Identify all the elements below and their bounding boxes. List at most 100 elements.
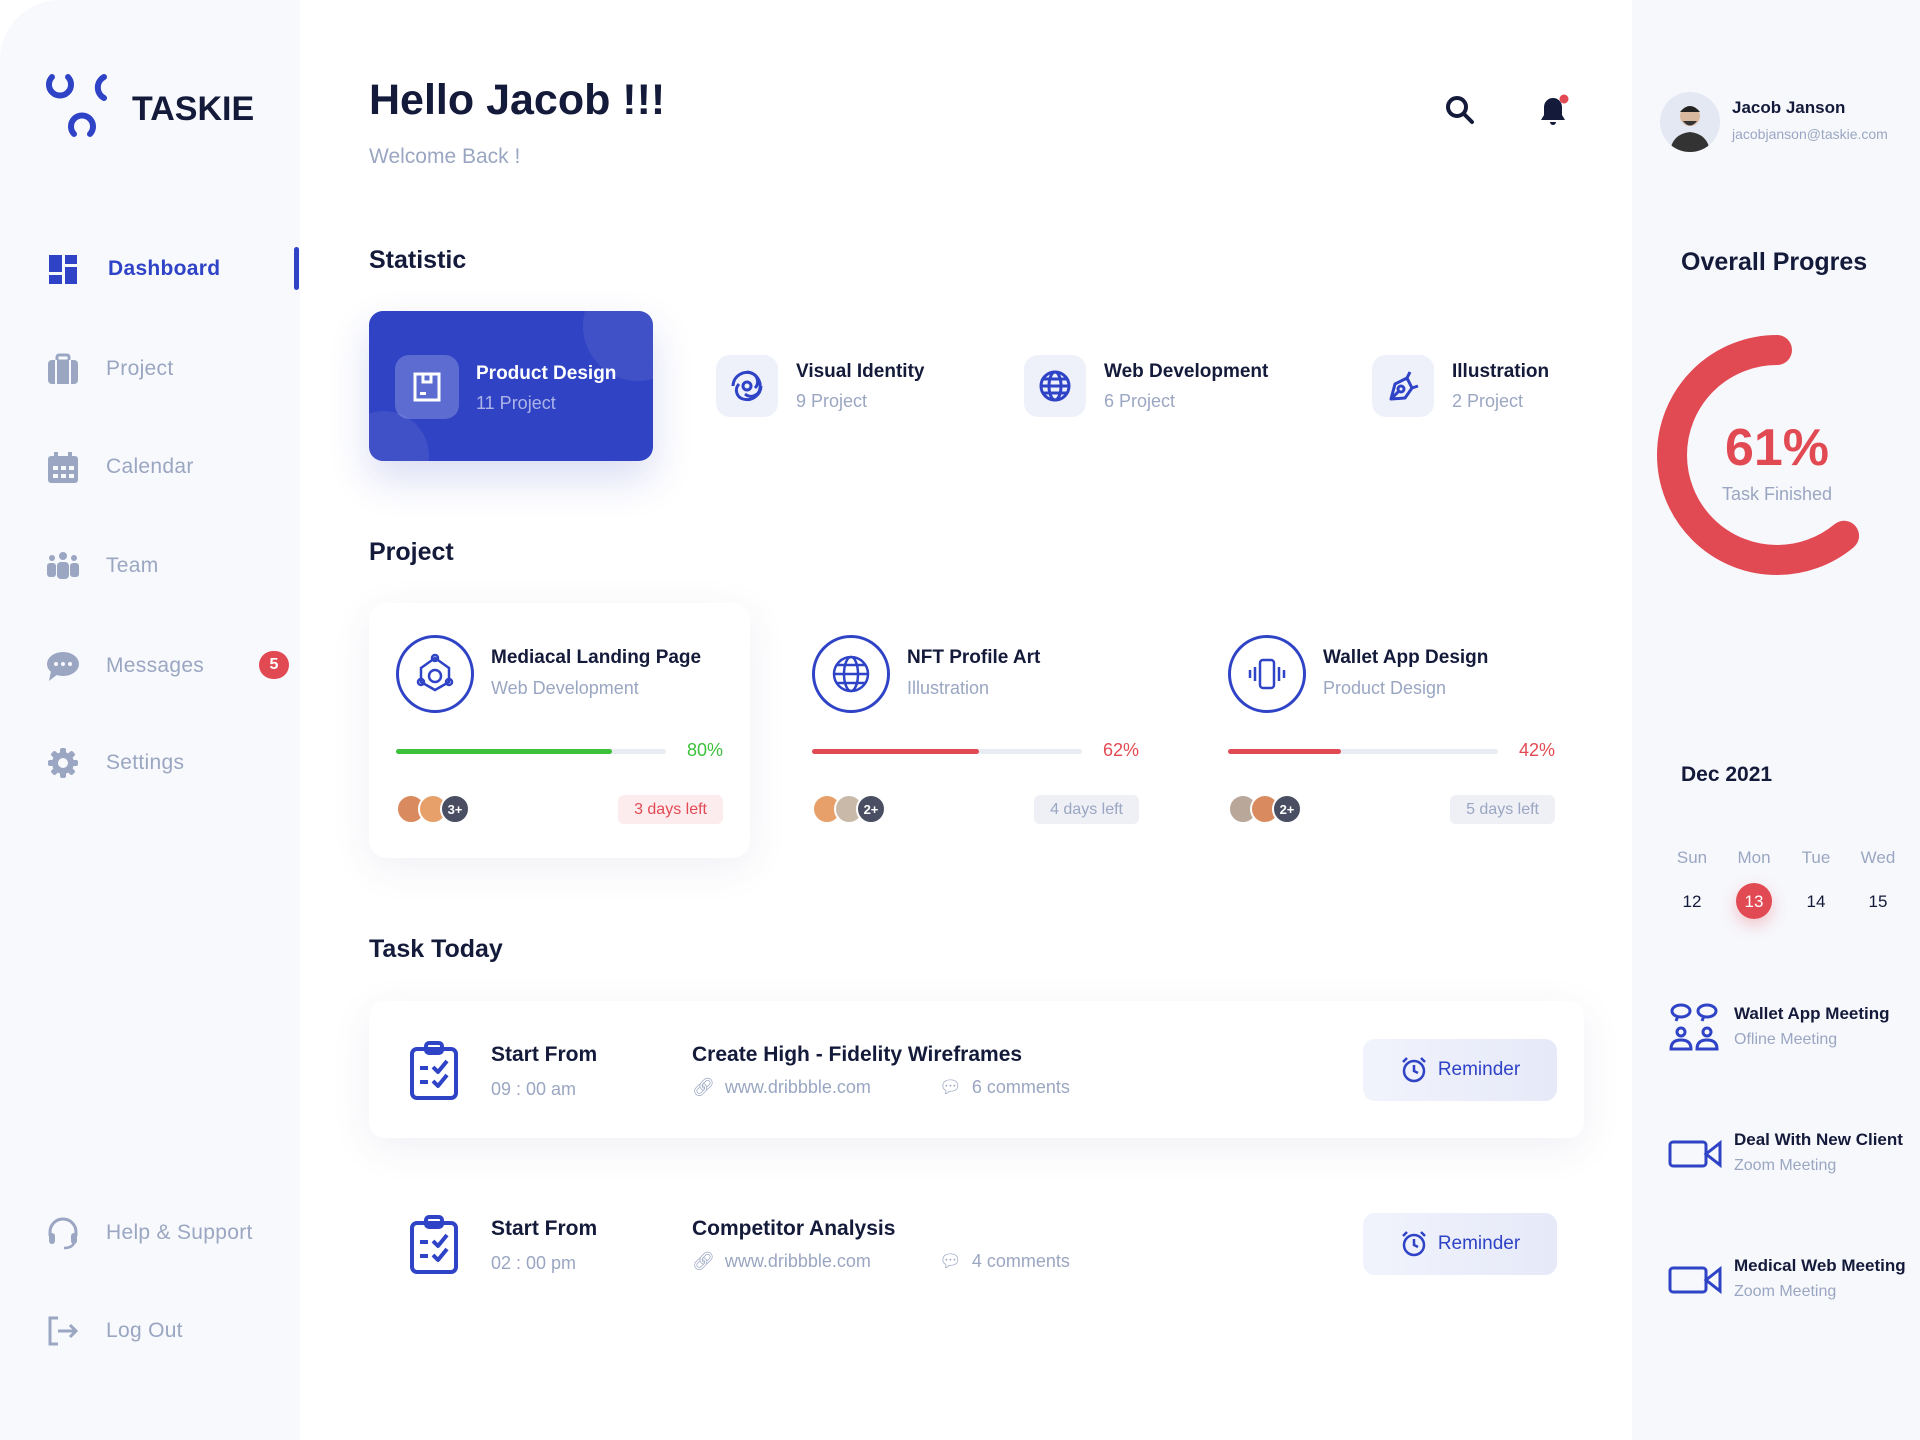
headset-icon: [48, 1217, 78, 1250]
calendar-date[interactable]: 15: [1848, 892, 1908, 912]
task-comments[interactable]: 💬︎ 4 comments: [939, 1251, 1070, 1272]
stat-item-visual-identity[interactable]: Visual Identity 9 Project: [716, 311, 924, 461]
project-title: Mediacal Landing Page: [491, 647, 702, 668]
avatar[interactable]: [1660, 92, 1720, 152]
task-link-text: www.dribbble.com: [724, 1251, 871, 1271]
more-members: 2+: [856, 794, 886, 824]
progress-percent: 42%: [1518, 740, 1555, 760]
sidebar-item-label: Messages: [106, 654, 205, 677]
project-icon: [812, 635, 890, 713]
task-comments[interactable]: 💬︎ 6 comments: [939, 1077, 1070, 1098]
statistic-heading: Statistic: [369, 246, 467, 274]
calendar-icon: [48, 452, 78, 483]
sidebar-item-calendar[interactable]: Calendar: [46, 447, 193, 487]
link-icon: 🔗︎: [692, 1077, 715, 1097]
project-card[interactable]: Wallet App Design Product Design 42% 2+ …: [1201, 603, 1582, 858]
stat-item-web-development[interactable]: Web Development 6 Project: [1024, 311, 1268, 461]
spiral-icon: [716, 355, 778, 417]
task-row[interactable]: Start From 02 : 00 pm Competitor Analysi…: [369, 1175, 1584, 1312]
stat-title: Visual Identity: [796, 360, 925, 382]
progress-ring: [1657, 335, 1897, 575]
right-panel: [1632, 0, 1920, 1440]
weekday-label: Sun: [1676, 848, 1708, 867]
calendar-date[interactable]: 13: [1724, 883, 1784, 919]
stat-item-illustration[interactable]: Illustration 2 Project: [1372, 311, 1549, 461]
sidebar-item-help[interactable]: Help & Support: [46, 1213, 252, 1253]
event-item[interactable]: Wallet App Meeting Ofline Meeting: [1668, 1003, 1912, 1103]
sidebar-item-logout[interactable]: Log Out: [46, 1311, 183, 1351]
calendar-date[interactable]: 12: [1662, 892, 1722, 912]
reminder-button[interactable]: Reminder: [1363, 1213, 1557, 1275]
progress-percent: 80%: [686, 740, 723, 760]
calendar-date[interactable]: 14: [1786, 892, 1846, 912]
more-members: 3+: [440, 794, 470, 824]
weekday-label: Tue: [1801, 848, 1831, 867]
member-avatars[interactable]: 2+: [812, 794, 886, 824]
logout-icon: [48, 1316, 79, 1346]
briefcase-icon: [48, 353, 78, 384]
progress-percent: 61%: [1724, 419, 1830, 477]
task-link[interactable]: 🔗︎ www.dribbble.com: [692, 1077, 871, 1098]
meeting-icon: [1669, 1003, 1719, 1051]
pen-tool-icon: [1372, 355, 1434, 417]
stat-count: 6 Project: [1104, 390, 1176, 411]
project-title: Wallet App Design: [1323, 647, 1489, 668]
selected-date-marker: [1736, 883, 1772, 919]
video-camera-icon: [1668, 1139, 1722, 1169]
globe-icon: [832, 655, 870, 693]
project-card[interactable]: Mediacal Landing Page Web Development 80…: [369, 603, 750, 858]
date-number: 13: [1744, 892, 1764, 911]
task-title: Competitor Analysis: [692, 1217, 896, 1240]
sidebar-item-label: Dashboard: [108, 257, 221, 280]
project-title: NFT Profile Art: [907, 647, 1041, 668]
progress-fill: [396, 749, 612, 754]
molecule-icon: [416, 653, 454, 692]
stat-card-product-design[interactable]: Product Design 11 Project: [369, 311, 653, 461]
task-comments-text: 6 comments: [971, 1077, 1070, 1097]
grid-icon: [49, 255, 77, 284]
project-icon: [1228, 635, 1306, 713]
progress-percent: 62%: [1102, 740, 1139, 760]
page-title: Hello Jacob !!!: [369, 76, 666, 124]
sidebar-item-messages[interactable]: Messages: [46, 646, 204, 686]
event-item[interactable]: Medical Web Meeting Zoom Meeting: [1668, 1255, 1912, 1355]
logo[interactable]: [46, 72, 118, 143]
gear-icon: [48, 748, 78, 778]
progress-bar: [1228, 749, 1498, 754]
progress-ring-arc: [1657, 335, 1897, 575]
comment-icon: 💬︎: [939, 1077, 962, 1097]
clipboard-check-icon: [410, 1215, 458, 1274]
date-number: 14: [1806, 892, 1826, 911]
task-row[interactable]: Start From 09 : 00 am Create High - Fide…: [369, 1001, 1584, 1138]
brand-name: TASKIE: [132, 90, 255, 128]
stat-title: Web Development: [1104, 360, 1269, 382]
project-icon: [396, 635, 474, 713]
due-badge: 5 days left: [1450, 795, 1555, 824]
due-badge: 4 days left: [1034, 795, 1139, 824]
search-button[interactable]: [1444, 94, 1476, 131]
task-today-heading: Task Today: [369, 935, 503, 963]
notifications-button[interactable]: [1536, 92, 1572, 133]
stat-count: 2 Project: [1452, 390, 1524, 411]
reminder-button[interactable]: Reminder: [1363, 1039, 1557, 1101]
task-comments-text: 4 comments: [971, 1251, 1070, 1271]
comment-icon: 💬︎: [939, 1251, 962, 1271]
due-badge: 3 days left: [618, 795, 723, 824]
event-title: Wallet App Meeting: [1734, 1004, 1890, 1023]
project-card[interactable]: NFT Profile Art Illustration 62% 2+ 4 da…: [785, 603, 1166, 858]
sidebar-item-label: Log Out: [106, 1319, 183, 1342]
progress-bar: [396, 749, 666, 754]
event-item[interactable]: Deal With New Client Zoom Meeting: [1668, 1129, 1912, 1229]
sidebar-item-team[interactable]: Team: [46, 546, 158, 586]
member-avatars[interactable]: 3+: [396, 794, 470, 824]
sidebar-item-settings[interactable]: Settings: [46, 743, 184, 783]
sidebar-item-dashboard[interactable]: Dashboard: [46, 249, 220, 289]
sidebar-item-label: Calendar: [106, 455, 194, 478]
member-avatars[interactable]: 2+: [1228, 794, 1302, 824]
team-icon: [47, 552, 79, 579]
sidebar-item-project[interactable]: Project: [46, 349, 173, 389]
project-category: Illustration: [907, 678, 990, 698]
more-members: 2+: [1272, 794, 1302, 824]
task-link[interactable]: 🔗︎ www.dribbble.com: [692, 1251, 871, 1272]
sidebar-item-label: Settings: [106, 751, 185, 774]
